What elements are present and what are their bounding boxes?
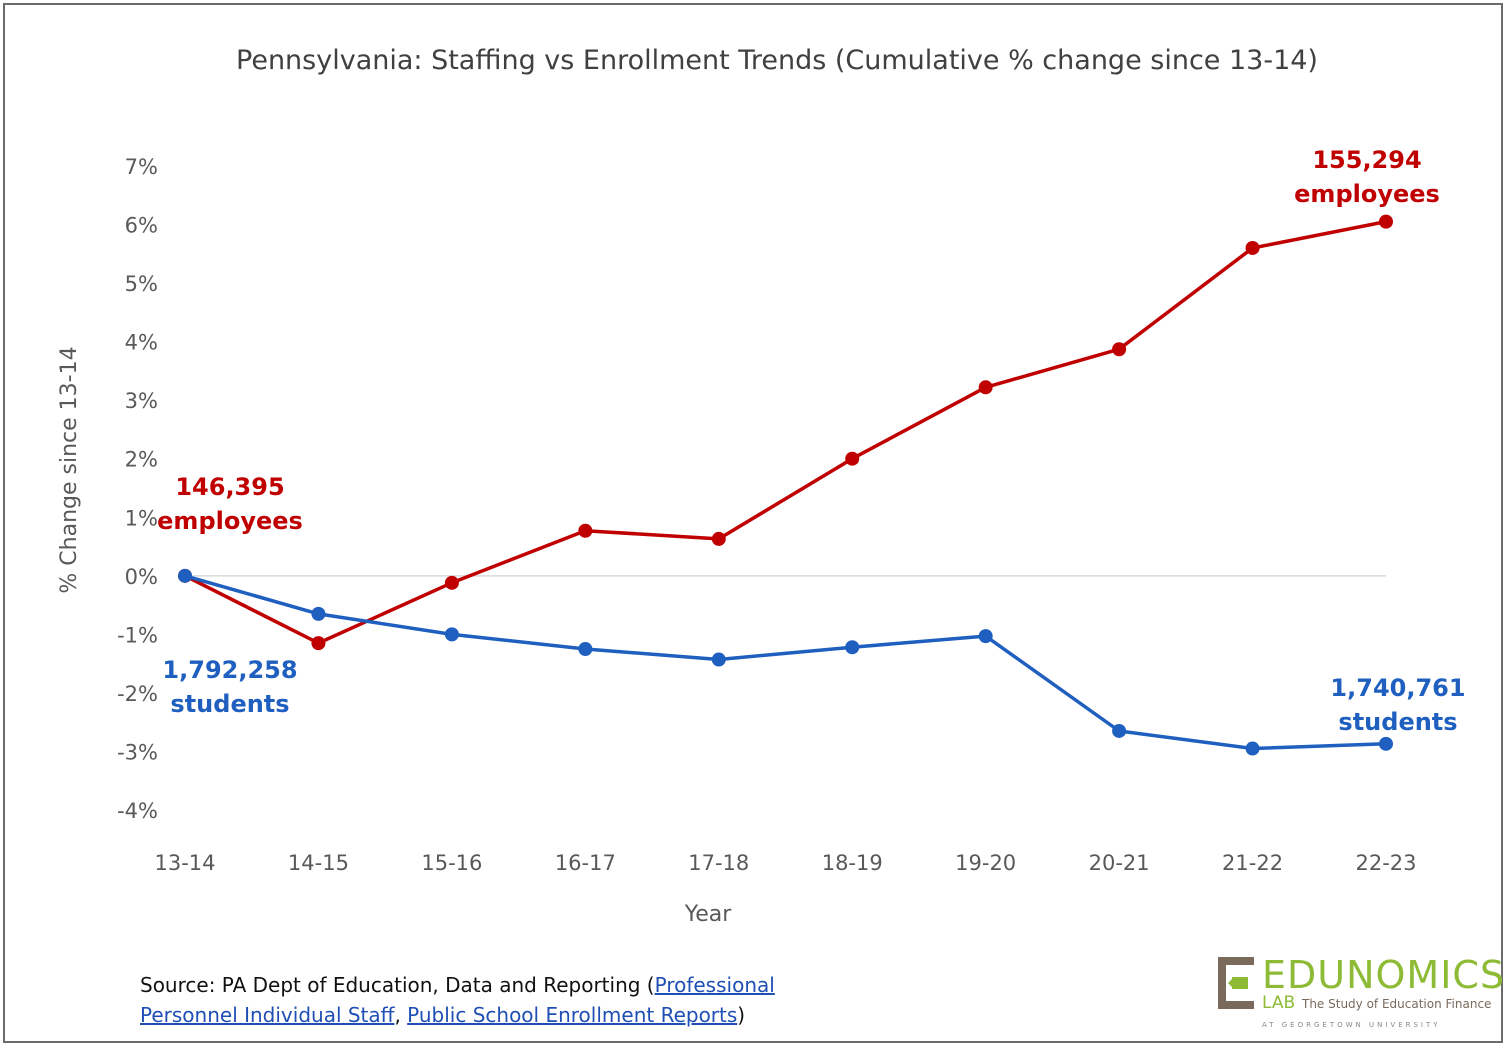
logo-lab: LAB xyxy=(1262,993,1296,1013)
link-professional-staff-part2[interactable]: Personnel Individual Staff xyxy=(140,1003,395,1027)
students-data-point xyxy=(444,627,459,642)
source-prefix: Source: PA Dept of Education, Data and R… xyxy=(140,973,655,997)
employees-data-point xyxy=(578,523,593,538)
students-end-value: 1,740,761 xyxy=(1330,674,1465,702)
edunomics-logo: EDUNOMICS LAB The Study of Education Fin… xyxy=(1218,953,1504,1035)
y-tick-label: 1% xyxy=(125,506,158,530)
students-data-point xyxy=(1379,736,1393,751)
employees-series-line xyxy=(184,219,1387,645)
employees-end-label: employees xyxy=(1294,180,1440,208)
source-separator: , xyxy=(394,1003,408,1027)
y-tick-label: 4% xyxy=(125,331,158,355)
students-data-point xyxy=(978,629,993,644)
y-tick-label: -4% xyxy=(117,799,158,823)
x-tick-label: 17-18 xyxy=(688,851,749,875)
y-tick-label: -3% xyxy=(117,740,158,764)
students-data-point xyxy=(711,652,726,667)
students-start-label: students xyxy=(170,690,289,718)
employees-data-point xyxy=(711,531,726,546)
employees-data-point xyxy=(444,575,459,590)
x-tick-label: 19-20 xyxy=(955,851,1016,875)
students-series-line xyxy=(184,574,1387,751)
y-tick-label: 0% xyxy=(125,565,158,589)
x-tick-label: 21-22 xyxy=(1222,851,1283,875)
y-tick-label: 7% xyxy=(125,155,158,179)
x-axis-ticks: 13-14 14-15 15-16 16-17 17-18 18-19 19-20 20-21… xyxy=(154,851,1416,875)
students-end-label: students xyxy=(1338,708,1457,736)
y-tick-label: 3% xyxy=(125,389,158,413)
employees-data-point xyxy=(1112,342,1127,357)
y-axis-title: % Change since 13-14 xyxy=(57,346,82,593)
students-data-point xyxy=(1245,741,1260,756)
edunomics-mark-icon xyxy=(1218,957,1254,1009)
students-data-point xyxy=(845,640,860,655)
x-tick-label: 14-15 xyxy=(288,851,349,875)
link-enrollment-reports[interactable]: Public School Enrollment Reports xyxy=(407,1003,738,1027)
x-tick-label: 13-14 xyxy=(154,851,215,875)
y-tick-label: 5% xyxy=(125,272,158,296)
x-tick-label: 18-19 xyxy=(822,851,883,875)
logo-wordmark: EDUNOMICS xyxy=(1262,953,1506,997)
students-data-point xyxy=(311,606,326,621)
x-tick-label: 22-23 xyxy=(1355,851,1416,875)
students-start-value: 1,792,258 xyxy=(162,656,297,684)
y-tick-label: 2% xyxy=(125,448,158,472)
employees-data-point xyxy=(311,636,326,651)
source-suffix: ) xyxy=(737,1003,746,1027)
chart-frame xyxy=(3,3,1503,1043)
logo-tagline: The Study of Education Finance xyxy=(1302,997,1492,1011)
y-axis-ticks: 7% 6% 5% 4% 3% 2% 1% 0% -1% -2% -3% -4% xyxy=(117,155,158,823)
employees-data-point xyxy=(1245,240,1260,255)
source-note: Source: PA Dept of Education, Data and R… xyxy=(140,970,775,1030)
students-data-point xyxy=(1112,723,1127,738)
x-tick-label: 20-21 xyxy=(1089,851,1150,875)
employees-data-point xyxy=(845,451,860,466)
students-data-point xyxy=(578,642,593,656)
chart-title: Pennsylvania: Staffing vs Enrollment Tre… xyxy=(236,45,1318,76)
x-tick-label: 15-16 xyxy=(421,851,482,875)
students-data-point xyxy=(178,568,192,583)
y-tick-label: -2% xyxy=(117,682,158,706)
series-layer xyxy=(178,214,1393,756)
employees-start-label: employees xyxy=(157,507,303,535)
x-axis-title: Year xyxy=(684,902,733,927)
employees-data-point xyxy=(1379,214,1393,229)
x-tick-label: 16-17 xyxy=(555,851,616,875)
y-tick-label: -1% xyxy=(117,623,158,647)
employees-end-value: 155,294 xyxy=(1312,146,1421,174)
y-tick-label: 6% xyxy=(125,214,158,238)
employees-data-point xyxy=(978,380,993,395)
link-professional-staff-part1[interactable]: Professional xyxy=(654,973,775,997)
employees-start-value: 146,395 xyxy=(175,473,284,501)
logo-subtitle: AT GEORGETOWN UNIVERSITY xyxy=(1262,1021,1441,1029)
